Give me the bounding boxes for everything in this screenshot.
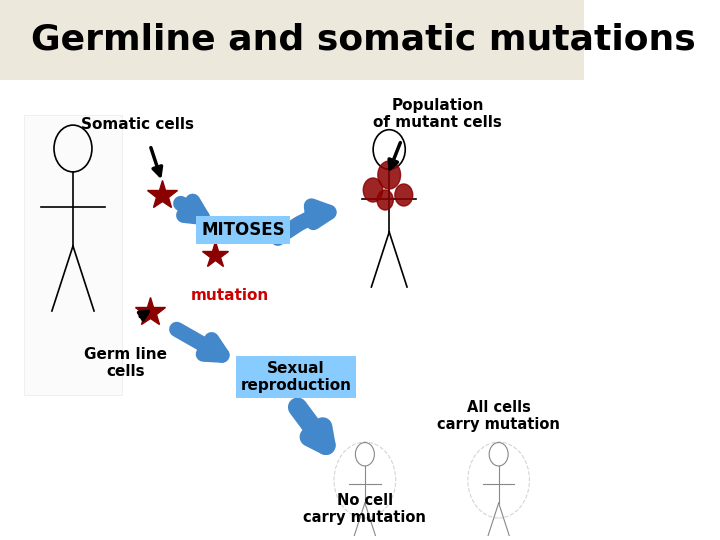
Circle shape — [364, 178, 383, 202]
Text: Population
of mutant cells: Population of mutant cells — [374, 98, 503, 130]
Text: No cell
carry mutation: No cell carry mutation — [303, 492, 426, 525]
Text: All cells
carry mutation: All cells carry mutation — [437, 400, 560, 432]
Circle shape — [395, 184, 413, 206]
Text: Germ line
cells: Germ line cells — [84, 347, 167, 380]
Circle shape — [378, 161, 400, 189]
Text: MITOSES: MITOSES — [202, 221, 285, 239]
Text: mutation: mutation — [191, 287, 269, 302]
Circle shape — [377, 190, 393, 210]
Text: Sexual
reproduction: Sexual reproduction — [240, 361, 351, 393]
Text: Germline and somatic mutations: Germline and somatic mutations — [31, 23, 696, 57]
FancyBboxPatch shape — [24, 115, 122, 395]
FancyBboxPatch shape — [0, 0, 584, 80]
Text: Somatic cells: Somatic cells — [81, 117, 194, 132]
